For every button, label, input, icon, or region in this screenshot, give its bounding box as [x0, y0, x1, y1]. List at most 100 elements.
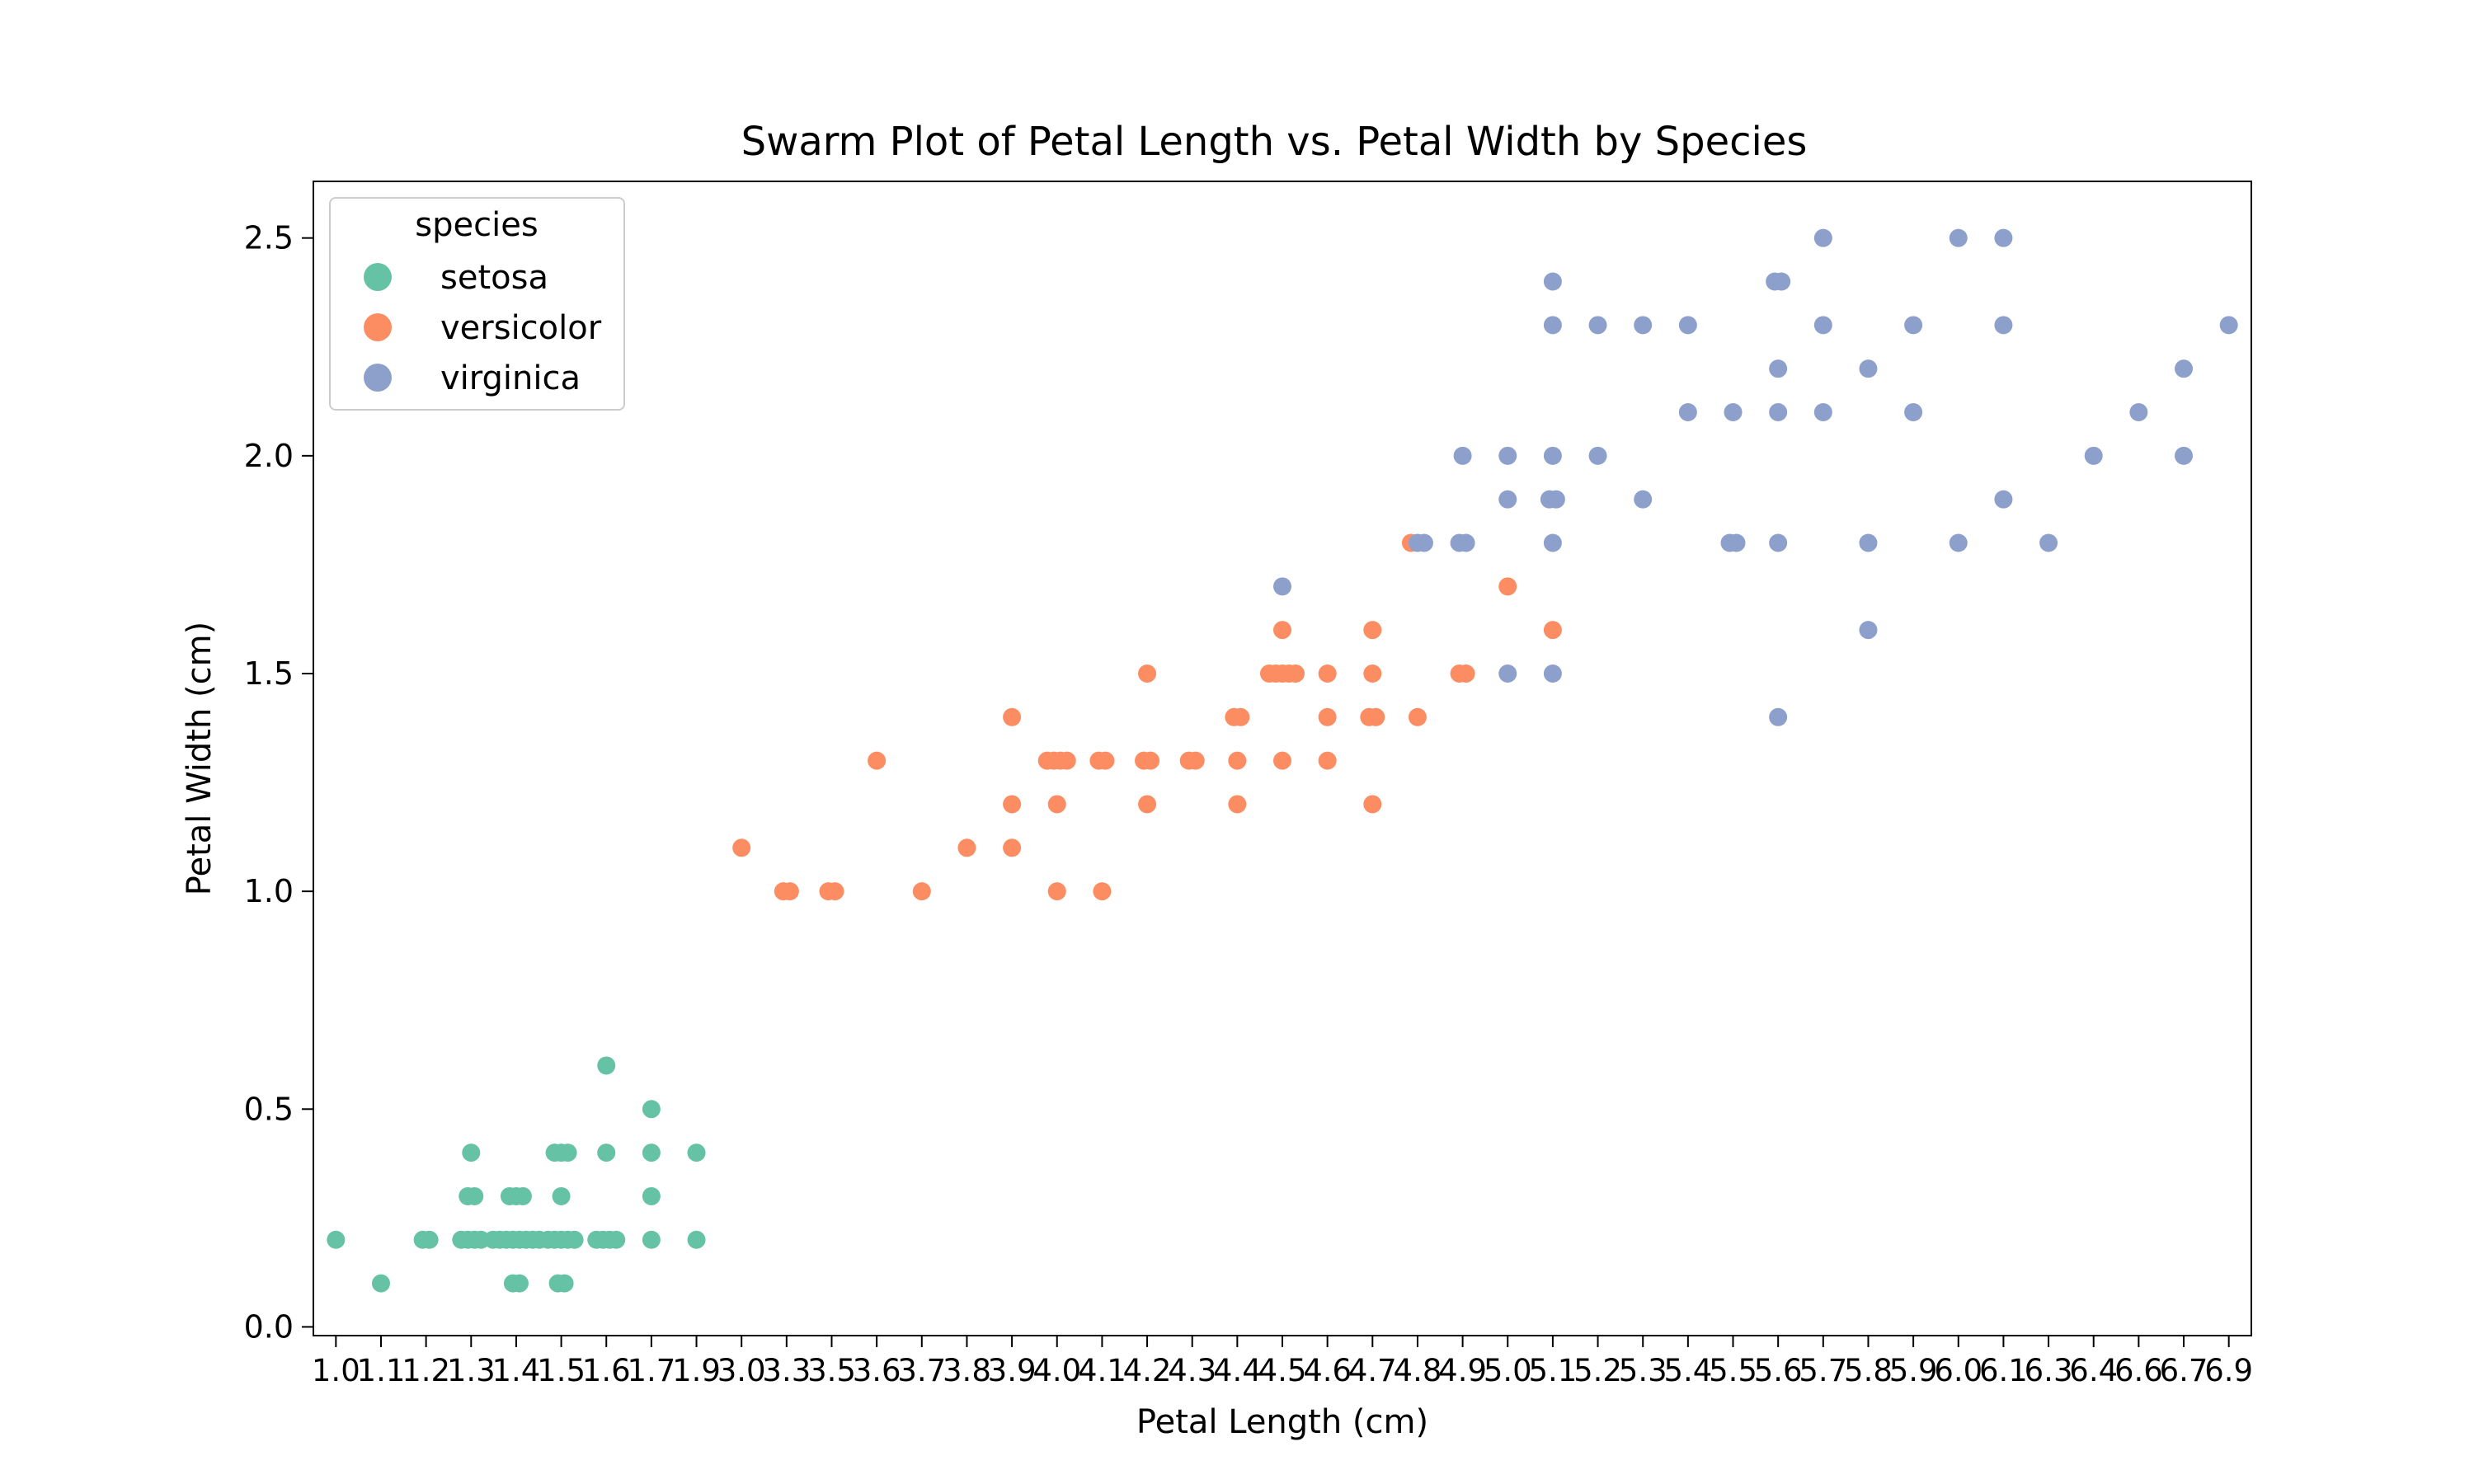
- data-point-virginica: [1546, 490, 1565, 509]
- x-tick-label: 5.8: [1844, 1353, 1893, 1388]
- data-point-versicolor: [1228, 795, 1247, 814]
- data-point-versicolor: [1047, 795, 1066, 814]
- data-point-virginica: [1813, 228, 1832, 247]
- x-tick-label: 1.3: [447, 1353, 496, 1388]
- data-point-setosa: [597, 1056, 616, 1075]
- data-point-virginica: [1949, 228, 1968, 247]
- data-point-versicolor: [1228, 751, 1247, 770]
- data-point-versicolor: [1047, 882, 1066, 901]
- data-point-versicolor: [1093, 882, 1112, 901]
- x-tick-label: 5.0: [1484, 1353, 1532, 1388]
- y-tick-label: 0.5: [244, 1091, 294, 1127]
- y-axis-ticks: 0.0 0.5 1.0 1.5 2.0 2.5: [244, 220, 313, 1345]
- x-tick-label: 6.1: [1979, 1353, 2028, 1388]
- y-tick-label: 2.5: [244, 220, 294, 256]
- x-tick-label: 1.9: [672, 1353, 721, 1388]
- data-point-virginica: [1724, 403, 1743, 421]
- data-point-virginica: [1904, 316, 1923, 335]
- x-tick-label: 1.2: [402, 1353, 450, 1388]
- data-point-virginica: [1859, 621, 1878, 640]
- x-tick-label: 4.4: [1213, 1353, 1262, 1388]
- legend: species setosa versicolor virginica: [329, 197, 625, 411]
- x-tick-label: 1.1: [357, 1353, 406, 1388]
- x-tick-label: 5.3: [1619, 1353, 1667, 1388]
- data-point-virginica: [1994, 316, 2013, 335]
- data-point-setosa: [565, 1230, 584, 1249]
- x-axis-ticks: 1.01.11.21.31.41.51.61.71.93.03.33.53.63…: [312, 1336, 2253, 1388]
- data-point-versicolor: [780, 882, 799, 901]
- data-point-setosa: [558, 1144, 577, 1162]
- data-point-setosa: [327, 1230, 346, 1249]
- data-point-versicolor: [957, 838, 976, 857]
- legend-title: species: [415, 206, 538, 244]
- data-point-setosa: [687, 1230, 706, 1249]
- data-point-versicolor: [1366, 707, 1385, 726]
- x-tick-label: 4.6: [1303, 1353, 1352, 1388]
- x-tick-label: 1.4: [492, 1353, 541, 1388]
- x-tick-label: 4.7: [1348, 1353, 1397, 1388]
- x-tick-label: 5.1: [1528, 1353, 1577, 1388]
- x-tick-label: 1.7: [627, 1353, 675, 1388]
- data-point-virginica: [1273, 577, 1291, 596]
- x-tick-label: 5.7: [1799, 1353, 1847, 1388]
- data-point-virginica: [1769, 359, 1788, 378]
- data-point-virginica: [1769, 533, 1788, 552]
- data-point-setosa: [642, 1186, 661, 1205]
- x-tick-label: 5.9: [1889, 1353, 1938, 1388]
- data-point-virginica: [2175, 359, 2194, 378]
- x-tick-label: 4.9: [1438, 1353, 1487, 1388]
- data-point-virginica: [1453, 446, 1472, 465]
- data-point-virginica: [1588, 446, 1607, 465]
- y-tick-label: 1.0: [244, 873, 294, 909]
- data-point-virginica: [1543, 272, 1562, 291]
- data-point-virginica: [1813, 403, 1832, 421]
- data-point-virginica: [2084, 446, 2103, 465]
- x-tick-label: 4.8: [1394, 1353, 1442, 1388]
- data-point-versicolor: [1363, 621, 1382, 640]
- x-tick-label: 6.9: [2204, 1353, 2253, 1388]
- data-point-virginica: [1859, 533, 1878, 552]
- data-point-virginica: [2039, 533, 2058, 552]
- data-point-virginica: [1456, 533, 1475, 552]
- chart-title: Swarm Plot of Petal Length vs. Petal Wid…: [741, 119, 1808, 165]
- data-point-versicolor: [1318, 664, 1337, 683]
- data-point-setosa: [420, 1230, 439, 1249]
- data-point-virginica: [1543, 316, 1562, 335]
- data-point-virginica: [1634, 490, 1653, 509]
- data-point-setosa: [462, 1144, 481, 1162]
- x-axis-label: Petal Length (cm): [1136, 1403, 1428, 1441]
- x-tick-label: 4.5: [1258, 1353, 1307, 1388]
- data-point-versicolor: [1138, 795, 1157, 814]
- data-point-virginica: [1727, 533, 1746, 552]
- data-point-virginica: [2175, 446, 2194, 465]
- data-point-versicolor: [825, 882, 844, 901]
- x-tick-label: 6.7: [2160, 1353, 2208, 1388]
- legend-label-setosa: setosa: [440, 259, 548, 297]
- data-point-versicolor: [1286, 664, 1305, 683]
- data-point-setosa: [642, 1230, 661, 1249]
- data-point-setosa: [510, 1274, 529, 1293]
- legend-label-versicolor: versicolor: [440, 309, 602, 347]
- x-tick-label: 6.3: [2025, 1353, 2073, 1388]
- data-point-virginica: [1634, 316, 1653, 335]
- x-tick-label: 4.1: [1078, 1353, 1126, 1388]
- x-tick-label: 3.0: [717, 1353, 766, 1388]
- data-point-virginica: [1588, 316, 1607, 335]
- data-point-virginica: [1498, 490, 1517, 509]
- data-point-versicolor: [1456, 664, 1475, 683]
- data-point-virginica: [1543, 446, 1562, 465]
- x-tick-label: 3.5: [807, 1353, 856, 1388]
- data-point-virginica: [1498, 446, 1517, 465]
- data-point-versicolor: [1273, 751, 1291, 770]
- data-point-versicolor: [1408, 707, 1427, 726]
- data-point-virginica: [1994, 228, 2013, 247]
- data-point-versicolor: [1498, 577, 1517, 596]
- legend-label-virginica: virginica: [440, 359, 581, 397]
- data-point-versicolor: [1186, 751, 1205, 770]
- data-point-versicolor: [1543, 621, 1562, 640]
- data-point-virginica: [1994, 490, 2013, 509]
- data-point-setosa: [555, 1274, 574, 1293]
- data-point-virginica: [1769, 707, 1788, 726]
- legend-marker-versicolor: [364, 313, 392, 341]
- data-point-setosa: [642, 1100, 661, 1119]
